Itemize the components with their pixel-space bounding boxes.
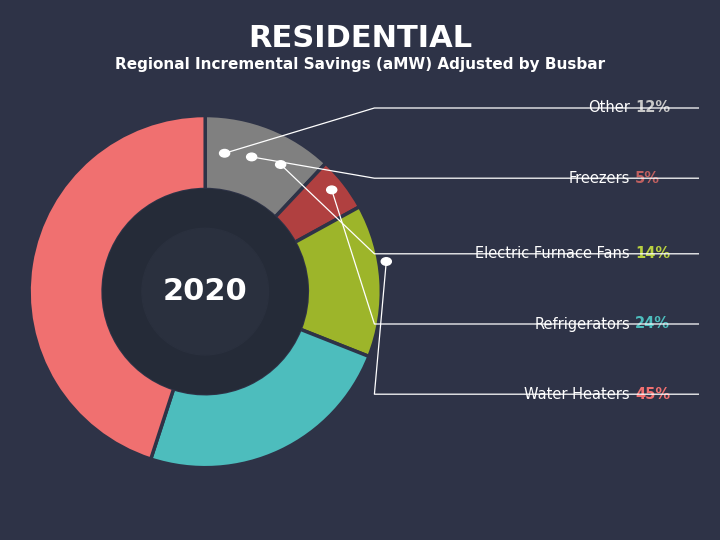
Wedge shape bbox=[29, 116, 205, 459]
Wedge shape bbox=[205, 116, 325, 217]
Text: Other: Other bbox=[588, 100, 630, 116]
Text: Regional Incremental Savings (aMW) Adjusted by Busbar: Regional Incremental Savings (aMW) Adjus… bbox=[115, 57, 605, 72]
Wedge shape bbox=[275, 163, 359, 242]
Circle shape bbox=[142, 228, 269, 355]
Text: 45%: 45% bbox=[635, 387, 670, 402]
Wedge shape bbox=[294, 207, 382, 356]
Circle shape bbox=[103, 190, 307, 394]
Text: 2020: 2020 bbox=[163, 277, 248, 306]
Text: 12%: 12% bbox=[635, 100, 670, 116]
Wedge shape bbox=[150, 329, 369, 468]
Text: Refrigerators: Refrigerators bbox=[534, 316, 630, 332]
Text: 5%: 5% bbox=[635, 171, 660, 186]
Text: Freezers: Freezers bbox=[569, 171, 630, 186]
Text: 14%: 14% bbox=[635, 246, 670, 261]
Text: Electric Furnace Fans: Electric Furnace Fans bbox=[475, 246, 630, 261]
Text: RESIDENTIAL: RESIDENTIAL bbox=[248, 24, 472, 53]
Text: Water Heaters: Water Heaters bbox=[524, 387, 630, 402]
Text: 24%: 24% bbox=[635, 316, 670, 332]
